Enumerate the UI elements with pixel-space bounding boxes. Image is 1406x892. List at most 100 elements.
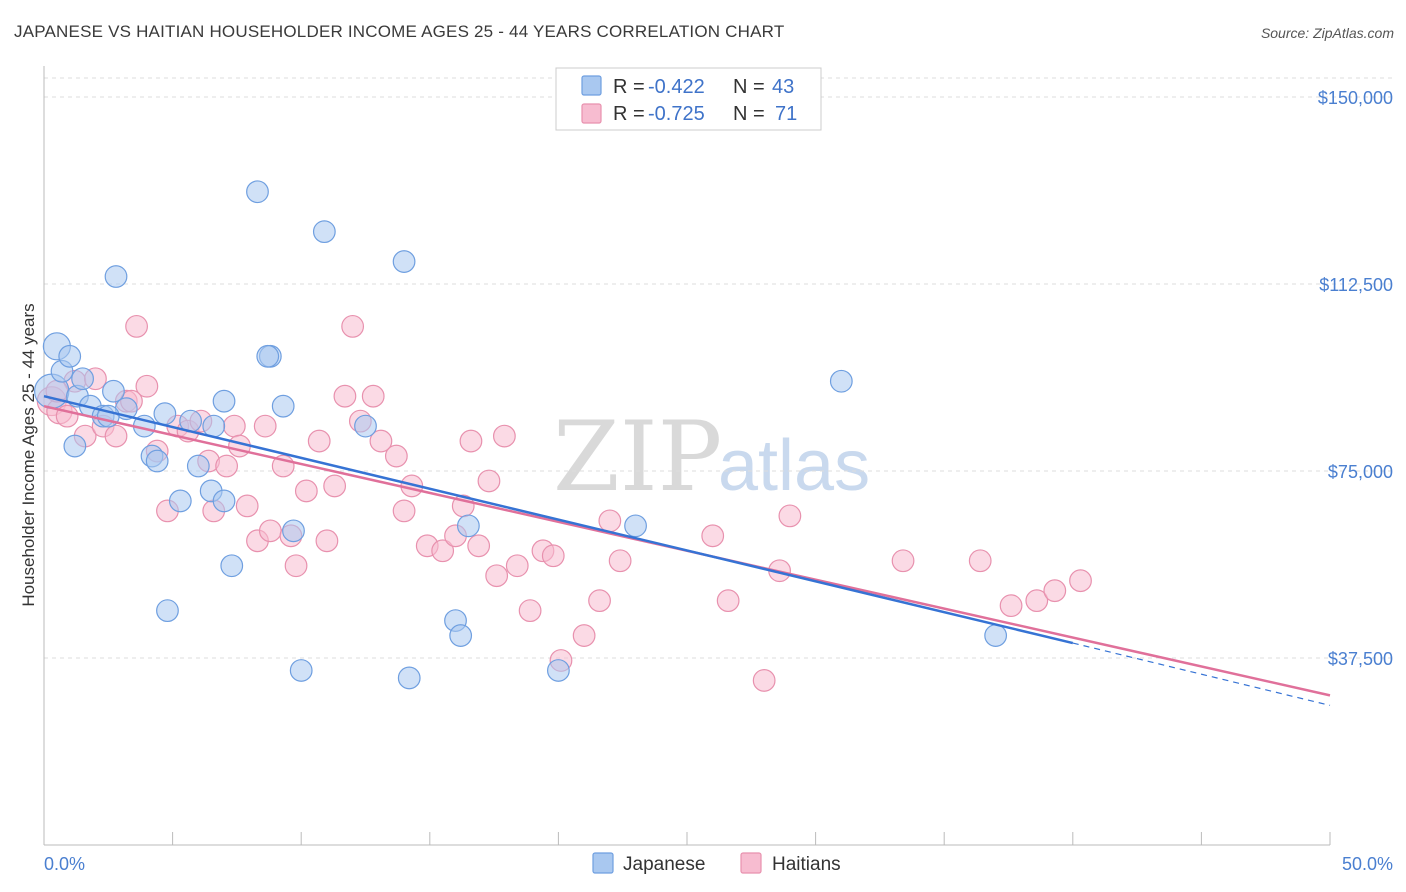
- x-tick-label-1: 50.0%: [1342, 854, 1393, 874]
- y-tick-label-0: $37,500: [1328, 649, 1393, 669]
- haitian-point-27: [284, 554, 308, 578]
- legend-swatch-japanese: [581, 75, 602, 96]
- japanese-point-40: [256, 344, 280, 368]
- japanese-point-26: [392, 250, 416, 273]
- japanese-point-37: [145, 449, 169, 473]
- japanese-point-19: [220, 554, 244, 578]
- haitian-point-31: [323, 474, 347, 498]
- legend-r-value-japanese: -0.422: [648, 76, 705, 98]
- haitian-point-29: [307, 429, 331, 453]
- haitian-point-24: [258, 519, 282, 543]
- japanese-point-16: [186, 454, 210, 478]
- watermark-atlas: atlas: [718, 426, 870, 506]
- japanese-point-17: [202, 414, 226, 438]
- haitian-point-60: [752, 669, 776, 692]
- japanese-point-14: [168, 489, 192, 513]
- haitian-point-21: [235, 494, 259, 518]
- watermark: ZIP atlas: [553, 401, 870, 513]
- japanese-point-33: [829, 369, 853, 393]
- haitian-point-18: [215, 454, 239, 478]
- legend-r-value-haitians: -0.725: [648, 103, 705, 125]
- gridlines: [44, 77, 1395, 659]
- legend-n-label-haitians: N =: [733, 103, 765, 125]
- legend-r-label-japanese: R =: [613, 76, 645, 98]
- haitian-point-19: [222, 414, 246, 438]
- trend-lines: [43, 394, 1331, 706]
- japanese-point-23: [282, 519, 305, 543]
- top-legend: R = -0.422 N = 43 R = -0.725 N = 71: [555, 67, 822, 131]
- haitian-point-30: [315, 529, 339, 553]
- y-tick-label-1: $75,000: [1328, 462, 1393, 482]
- haitian-point-65: [999, 594, 1023, 618]
- bottom-legend-swatch-haitians: [740, 852, 762, 874]
- haitian-point-47: [485, 564, 509, 588]
- legend-n-value-haitians: 71: [775, 103, 797, 125]
- haitian-point-36: [369, 429, 393, 453]
- haitian-point-32: [333, 384, 357, 408]
- haitian-point-56: [598, 509, 622, 533]
- haitian-point-67: [1043, 579, 1067, 603]
- haitian-point-44: [459, 429, 483, 453]
- japanese-point-39: [156, 599, 179, 623]
- legend-swatch-haitians: [581, 103, 602, 124]
- haitian-point-46: [477, 469, 501, 493]
- japanese-point-9: [102, 379, 125, 403]
- y-tick-label-2: $112,500: [1319, 275, 1393, 295]
- haitian-point-35: [361, 384, 385, 408]
- legend-n-label-japanese: N =: [733, 76, 765, 98]
- japanese-point-32: [624, 514, 647, 538]
- japanese-point-6: [71, 367, 94, 391]
- japanese-point-20: [246, 180, 269, 204]
- x-tick-label-0: 0.0%: [44, 854, 85, 874]
- haitian-point-48: [492, 424, 516, 448]
- y-tick-labels: $37,500 $75,000 $112,500 $150,000: [1318, 88, 1393, 669]
- haitian-point-45: [467, 534, 491, 558]
- haitian-point-38: [392, 499, 416, 523]
- japanese-trend-line: [43, 394, 1074, 645]
- japanese-points: [34, 180, 1008, 690]
- haitian-point-62: [778, 504, 802, 528]
- haitian-point-9: [125, 314, 148, 338]
- haitian-point-33: [341, 314, 365, 338]
- japanese-point-25: [354, 414, 377, 438]
- japanese-trend-extension: [1072, 642, 1331, 706]
- japanese-point-34: [984, 624, 1008, 647]
- japanese-point-36: [104, 265, 128, 288]
- haitian-point-58: [701, 524, 725, 548]
- haitian-point-54: [572, 624, 596, 647]
- haitian-point-64: [968, 549, 992, 573]
- haitian-point-37: [384, 444, 408, 468]
- bottom-legend-swatch-japanese: [592, 852, 614, 874]
- bottom-legend-label-japanese: Japanese: [623, 854, 705, 875]
- japanese-point-31: [547, 659, 570, 682]
- haitian-point-63: [891, 549, 915, 573]
- chart-title: JAPANESE VS HAITIAN HOUSEHOLDER INCOME A…: [14, 22, 785, 41]
- japanese-point-35: [289, 659, 313, 682]
- japanese-point-24: [312, 220, 336, 244]
- y-axis-label: Householder Income Ages 25 - 44 years: [19, 303, 38, 606]
- legend-r-label-haitians: R =: [613, 103, 645, 125]
- japanese-point-27: [397, 666, 421, 690]
- japanese-point-3: [58, 344, 82, 368]
- haitian-point-68: [1069, 569, 1092, 593]
- legend-n-value-japanese: 43: [772, 76, 794, 98]
- haitian-point-49: [505, 554, 529, 578]
- axes: [43, 66, 1331, 846]
- japanese-point-18: [212, 389, 236, 413]
- japanese-point-4: [63, 434, 87, 458]
- bottom-legend: Japanese Haitians: [592, 852, 841, 875]
- haitian-point-41: [431, 539, 455, 563]
- japanese-point-13: [153, 402, 177, 426]
- haitian-point-10: [135, 374, 159, 398]
- x-tick-labels: 0.0% 50.0%: [44, 854, 1393, 874]
- haitian-point-28: [294, 479, 318, 503]
- haitian-point-52: [541, 544, 565, 568]
- japanese-point-22: [271, 394, 295, 418]
- bottom-legend-label-haitians: Haitians: [772, 854, 841, 875]
- japanese-point-29: [449, 624, 473, 647]
- haitian-point-59: [716, 589, 740, 613]
- japanese-point-41: [212, 489, 236, 513]
- haitian-point-55: [588, 589, 611, 613]
- haitian-point-7: [104, 424, 128, 448]
